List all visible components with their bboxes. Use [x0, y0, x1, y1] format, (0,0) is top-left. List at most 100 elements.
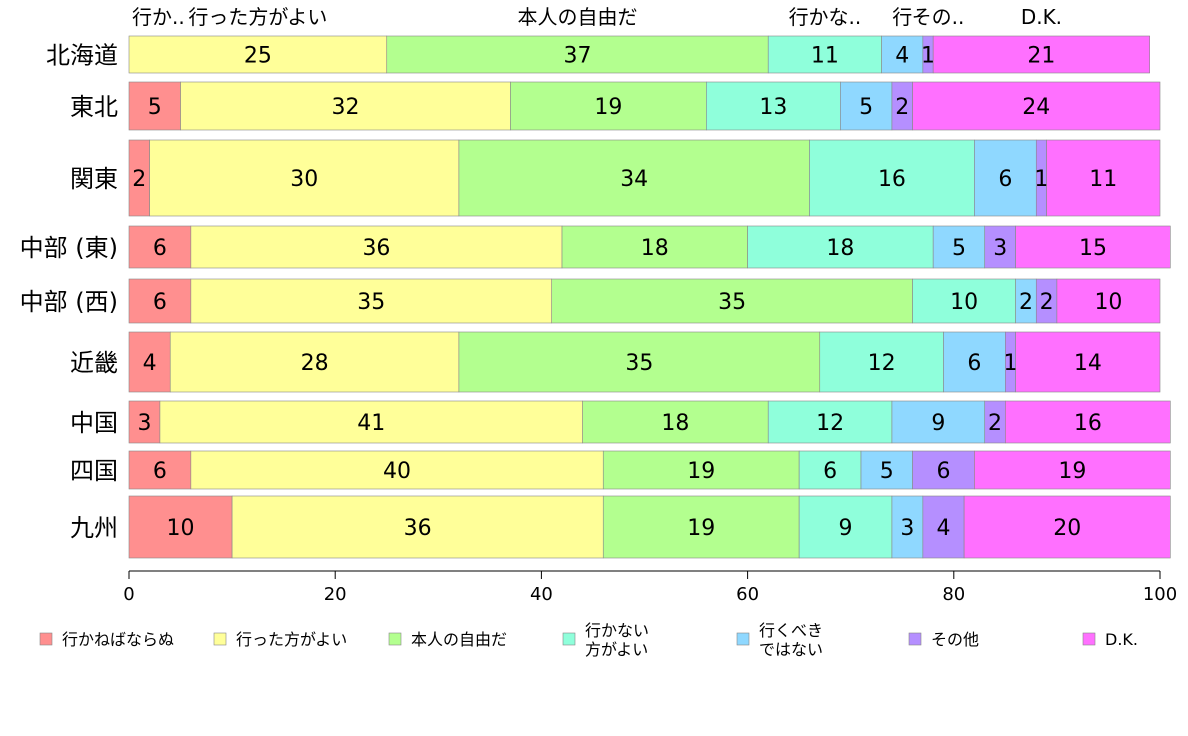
data-label: 35: [625, 351, 653, 376]
data-label: 12: [816, 411, 844, 436]
data-label: 3: [900, 516, 914, 541]
legend-label-line: 行かない: [585, 621, 649, 640]
legend-label: 行った方がよい: [236, 630, 347, 649]
data-label: 36: [404, 516, 432, 541]
bar-segment: [767, 35, 882, 74]
data-label: 11: [1089, 167, 1117, 192]
bar-segment: [963, 495, 1171, 559]
data-label: 28: [301, 351, 329, 376]
data-label: 36: [362, 236, 390, 261]
category-label: 中部 (東): [20, 234, 118, 262]
bar-segment: [128, 225, 192, 269]
bar-segment: [984, 225, 1016, 269]
data-label: 16: [1074, 411, 1102, 436]
data-label: 1: [921, 44, 935, 69]
data-label: 6: [967, 351, 981, 376]
legend-swatch: [562, 632, 576, 646]
bar-segment: [974, 450, 1171, 490]
data-label: 13: [759, 95, 787, 120]
data-label: 2: [895, 95, 909, 120]
data-label: 18: [826, 236, 854, 261]
bar-segment: [510, 81, 707, 131]
x-tick-label: 20: [324, 584, 347, 605]
data-label: 14: [1074, 351, 1102, 376]
data-label: 30: [290, 167, 318, 192]
data-label: 9: [931, 411, 945, 436]
bar-segment: [819, 331, 944, 393]
data-label: 16: [878, 167, 906, 192]
bar-segment: [128, 495, 233, 559]
bar-segment: [128, 400, 161, 444]
bar-segment: [458, 139, 810, 217]
data-label: 2: [1040, 290, 1054, 315]
series-top-label: D.K.: [1021, 5, 1062, 29]
legend-label-line: ではない: [759, 640, 823, 659]
bar-segment: [128, 35, 388, 74]
data-label: 4: [895, 44, 909, 69]
data-label: 6: [153, 290, 167, 315]
category-label: 近畿: [70, 349, 118, 377]
bar-segment: [912, 81, 1161, 131]
bar-segment: [128, 81, 181, 131]
data-label: 6: [153, 236, 167, 261]
legend-swatch: [213, 632, 227, 646]
data-label: 9: [839, 516, 853, 541]
series-top-label: 行った方がよい: [188, 5, 327, 29]
bar-segment: [891, 495, 924, 559]
category-label: 中部 (西): [20, 288, 118, 316]
bar-segment: [809, 139, 975, 217]
data-label: 2: [132, 167, 146, 192]
data-label: 5: [880, 459, 894, 484]
x-tick-label: 100: [1143, 584, 1177, 605]
series-top-label: 本人の自由だ: [517, 5, 637, 29]
legend-label: 本人の自由だ: [411, 630, 507, 649]
legend-label: 行かねばならぬ: [62, 630, 174, 649]
series-top-label: 行かな..: [789, 5, 862, 29]
bar-segment: [1015, 331, 1161, 393]
legend-label-line: 行くべき: [759, 621, 823, 640]
data-label: 19: [687, 516, 715, 541]
bar-segment: [798, 495, 893, 559]
legend-swatch: [736, 632, 750, 646]
x-tick-label: 80: [942, 584, 965, 605]
bar-segment: [932, 35, 1150, 74]
series-top-label: 行か..: [132, 5, 185, 29]
bar-segment: [891, 400, 986, 444]
data-label: 24: [1022, 95, 1050, 120]
data-label: 40: [383, 459, 411, 484]
bar-segment: [159, 400, 583, 444]
data-label: 6: [153, 459, 167, 484]
bar-segment: [190, 278, 553, 324]
category-label: 北海道: [46, 42, 118, 70]
data-label: 6: [998, 167, 1012, 192]
bar-segment: [1046, 139, 1161, 217]
bar-segment: [458, 331, 821, 393]
data-label: 15: [1079, 236, 1107, 261]
legend-label-line: 方がよい: [585, 640, 648, 659]
data-label: 5: [952, 236, 966, 261]
data-label: 18: [641, 236, 669, 261]
data-label: 1: [1034, 167, 1048, 192]
data-label: 5: [859, 95, 873, 120]
data-label: 20: [1053, 516, 1081, 541]
legend-swatch: [388, 632, 402, 646]
data-label: 4: [936, 516, 950, 541]
bar-segment: [1056, 278, 1161, 324]
bar-segment: [386, 35, 769, 74]
category-label: 中国: [70, 409, 118, 437]
bar-segment: [747, 225, 934, 269]
bar-segment: [128, 450, 192, 490]
data-label: 19: [594, 95, 622, 120]
data-label: 6: [936, 459, 950, 484]
data-label: 6: [823, 459, 837, 484]
legend-label: 行くべきではない: [759, 621, 823, 659]
x-tick-label: 60: [736, 584, 759, 605]
data-label: 12: [868, 351, 896, 376]
data-label: 21: [1027, 44, 1055, 69]
bar-segment: [582, 400, 769, 444]
bar-segment: [943, 331, 1006, 393]
data-label: 10: [950, 290, 978, 315]
data-label: 1: [1004, 351, 1018, 376]
category-label: 関東: [70, 165, 118, 193]
